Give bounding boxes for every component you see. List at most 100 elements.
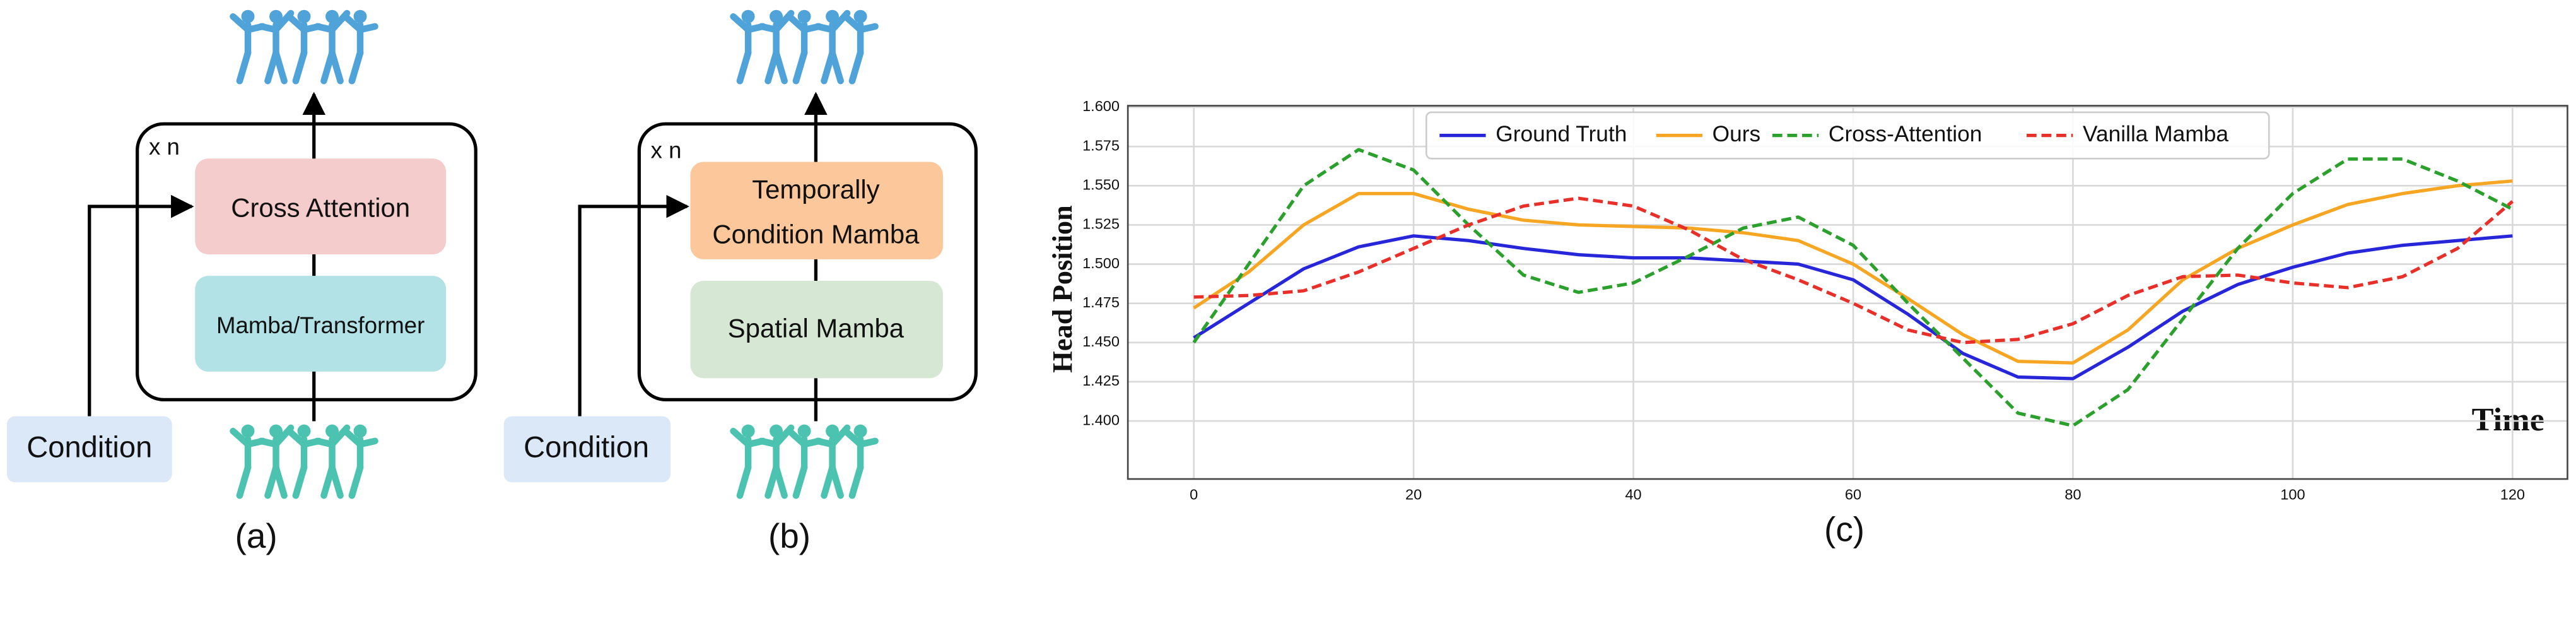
human-figure [342, 424, 378, 499]
head [353, 9, 367, 23]
human-figures [230, 9, 879, 499]
condition-label: Condition [26, 430, 152, 463]
block [195, 276, 447, 372]
leg [848, 464, 864, 499]
head [241, 9, 255, 23]
leg [792, 49, 808, 85]
leg [736, 464, 752, 499]
series-line [1193, 234, 2513, 381]
condition-box [6, 416, 172, 483]
arrow [88, 194, 194, 416]
human-figure [257, 9, 295, 85]
human-figure [730, 424, 766, 499]
block-label: Temporally [752, 175, 879, 204]
plot-frame [1127, 105, 2568, 480]
repeat-box [637, 122, 978, 402]
head [325, 9, 339, 23]
leg [829, 464, 844, 499]
human-figure [758, 9, 795, 85]
human-figure [286, 424, 322, 499]
human-figure [313, 424, 351, 499]
y-tick-label: 1.475 [1082, 294, 1120, 310]
condition-box [503, 416, 671, 483]
arm [857, 23, 879, 33]
arrow [578, 194, 689, 416]
arm [730, 13, 752, 33]
human-figure [257, 424, 295, 499]
head [269, 9, 283, 23]
human-figure [286, 9, 322, 85]
arm [786, 13, 808, 33]
arm [342, 13, 364, 33]
arm [342, 427, 364, 448]
y-axis-label: Head Position [1046, 205, 1078, 373]
head [826, 9, 840, 23]
y-tick-label: 1.550 [1082, 176, 1120, 192]
human-figure [842, 424, 879, 499]
repeat-label: x n [651, 137, 682, 163]
leg [329, 49, 344, 85]
human-figure [842, 9, 879, 85]
human-figure [730, 9, 766, 85]
leg [348, 49, 364, 85]
y-tick-label: 1.600 [1082, 98, 1120, 114]
human-figure [230, 424, 266, 499]
head [770, 9, 783, 23]
block [690, 162, 943, 259]
head [325, 424, 339, 438]
y-tick-label: 1.400 [1082, 411, 1120, 428]
repeat-label: x n [149, 134, 180, 160]
head [241, 424, 255, 438]
block-label: Mamba/Transformer [216, 312, 424, 338]
x-tick-label: 100 [2280, 486, 2305, 502]
human-figure [342, 9, 378, 85]
series-line [1193, 179, 2513, 365]
human-figure [313, 9, 351, 85]
human-figure [758, 424, 795, 499]
block-label: Condition Mamba [712, 219, 920, 249]
block-label: Cross Attention [231, 192, 410, 222]
human-figure [230, 9, 266, 85]
leg [272, 49, 288, 85]
leg [829, 49, 844, 85]
y-tick-label: 1.575 [1082, 137, 1120, 153]
human-figure [786, 424, 823, 499]
head [297, 9, 311, 23]
x-tick-label: 40 [1625, 486, 1641, 502]
repeat-box [136, 122, 477, 402]
leg [292, 464, 308, 499]
line-chart: (c) Head Position Time 1.400 1.425 1.450 1.… [1046, 98, 2568, 548]
y-tick-label: 1.450 [1082, 333, 1120, 350]
x-tick-label: 60 [1845, 486, 1861, 502]
arm [842, 427, 864, 448]
human-figure [814, 424, 851, 499]
series-line [1192, 148, 2514, 428]
head [770, 424, 783, 438]
arm [786, 427, 808, 448]
leg [848, 49, 864, 85]
y-tick-label: 1.425 [1082, 372, 1120, 389]
x-axis-label: Time [2472, 401, 2544, 438]
arm [356, 23, 378, 33]
legend-label: Ours [1712, 122, 1761, 146]
legend-label: Cross-Attention [1829, 122, 1982, 146]
caption: (a) [235, 516, 278, 555]
block [195, 158, 447, 255]
x-tick-label: 80 [2064, 486, 2081, 502]
arm [842, 13, 864, 33]
leg [736, 49, 752, 85]
arm [230, 13, 252, 33]
leg [292, 49, 308, 85]
arm [230, 427, 252, 448]
arm [286, 427, 308, 448]
arm [857, 437, 879, 448]
leg [236, 464, 252, 499]
head [269, 424, 283, 438]
block-label: Spatial Mamba [728, 314, 905, 343]
leg [773, 49, 788, 85]
human-figure [814, 9, 851, 85]
x-tick-label: 0 [1190, 486, 1198, 502]
leg [272, 464, 288, 499]
y-tick-label: 1.500 [1082, 255, 1120, 271]
